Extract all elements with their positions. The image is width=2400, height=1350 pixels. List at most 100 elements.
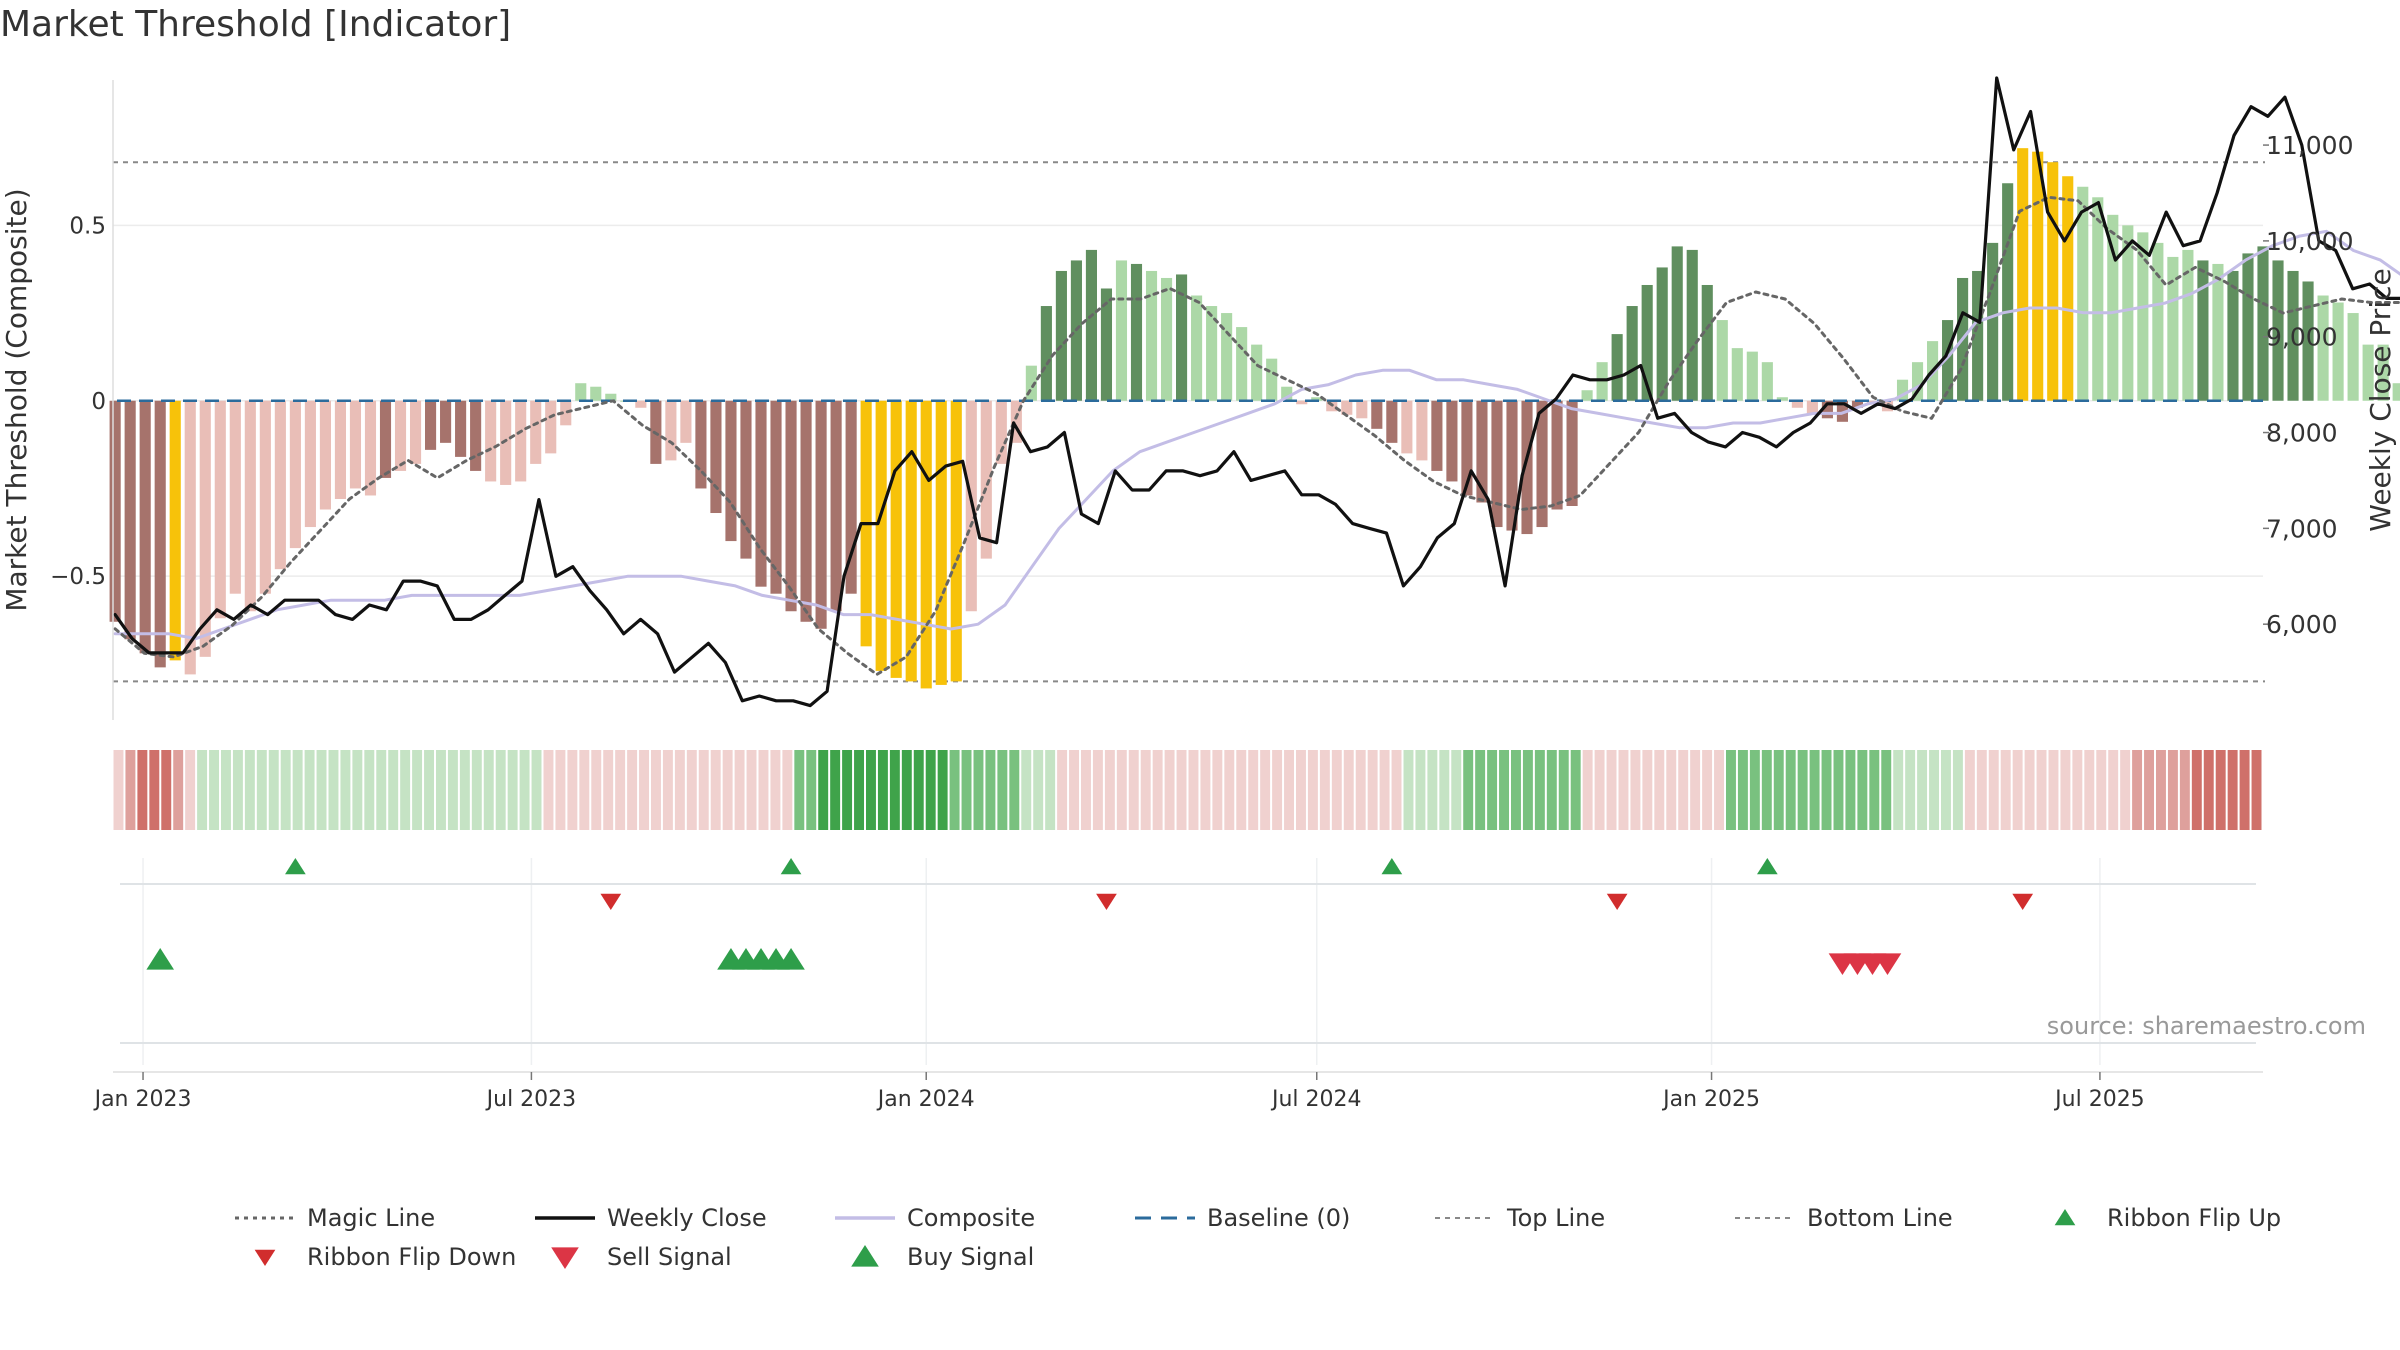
ribbon-cell: [1009, 750, 1020, 830]
composite-bar: [409, 400, 422, 464]
composite-bar: [2347, 313, 2359, 401]
ribbon-cell: [782, 750, 793, 830]
composite-bar: [289, 400, 301, 549]
ribbon-cell: [244, 750, 255, 830]
composite-bar: [379, 400, 392, 478]
ribbon-cell: [256, 750, 267, 830]
composite-bar: [1821, 400, 1833, 419]
ribbon-cell: [137, 750, 148, 830]
ribbon-cell: [280, 750, 291, 830]
composite-bar: [950, 400, 962, 682]
signal-layer: [113, 858, 2263, 1073]
composite-bar: [770, 400, 782, 594]
composite-bar: [2077, 186, 2089, 401]
composite-bar: [1731, 348, 1743, 401]
ribbon-layer: [113, 750, 2262, 830]
composite-bar: [1130, 263, 1143, 401]
composite-bar: [2062, 176, 2074, 401]
ribbon-cell: [615, 750, 626, 830]
ribbon-cell: [2072, 750, 2083, 830]
composite-line: [113, 229, 2400, 641]
ribbon-cell: [1546, 750, 1557, 830]
composite-bar: [1145, 270, 1158, 401]
y-right-tick-label: 7,000: [2266, 514, 2338, 543]
ribbon-cell: [2120, 750, 2131, 830]
ribbon-cell: [746, 750, 757, 830]
composite-bar: [500, 400, 512, 485]
ribbon-cell: [1534, 750, 1545, 830]
legend-label: Composite: [907, 1204, 1035, 1232]
ribbon-cell: [1057, 750, 1068, 830]
composite-bar: [1521, 400, 1533, 535]
ribbon-cell: [1785, 750, 1796, 830]
ribbon-cell: [185, 750, 196, 830]
ribbon-flip-down-marker: [2012, 893, 2034, 910]
ribbon-cell: [1331, 750, 1342, 830]
ribbon-cell: [2191, 750, 2202, 830]
composite-bar: [545, 400, 557, 454]
ribbon-cell: [376, 750, 387, 830]
ribbon-cell: [710, 750, 721, 830]
composite-bar: [785, 400, 797, 612]
ribbon-cell: [173, 750, 184, 830]
ribbon-cell: [388, 750, 399, 830]
composite-bar: [1626, 306, 1638, 401]
ribbon-cell: [1976, 750, 1987, 830]
ribbon-cell: [459, 750, 470, 830]
composite-bar: [349, 400, 362, 489]
composite-bar: [1987, 242, 1999, 401]
composite-bar: [530, 400, 542, 464]
buy-signal-marker: [777, 948, 805, 970]
ribbon-cell: [424, 750, 434, 830]
composite-bar: [485, 400, 497, 482]
ribbon-cell: [209, 750, 219, 830]
ribbon-cell: [1343, 750, 1354, 830]
ribbon-cell: [519, 750, 530, 830]
composite-bar: [575, 383, 587, 401]
ribbon-cell: [328, 750, 339, 830]
ribbon-cell: [1152, 750, 1163, 830]
composite-bar: [2392, 383, 2400, 401]
composite-bar: [2287, 270, 2299, 401]
ribbon-cell: [1200, 750, 1211, 830]
ribbon-cell: [961, 750, 972, 830]
legend-label: Ribbon Flip Down: [307, 1243, 516, 1271]
composite-bar: [2047, 162, 2059, 401]
ribbon-cell: [1702, 750, 1713, 830]
composite-bar: [259, 400, 271, 594]
y-left-tick-label: 0.5: [69, 213, 106, 239]
ribbon-flip-down-marker: [600, 893, 622, 910]
ribbon-cell: [985, 750, 996, 830]
composite-bar: [1476, 400, 1488, 503]
composite-bar: [1566, 400, 1578, 506]
x-tick-label: Jan 2024: [876, 1087, 975, 1112]
composite-bar: [1371, 400, 1383, 429]
composite-bar: [1431, 400, 1443, 471]
composite-bar: [1206, 306, 1218, 401]
ribbon-cell: [1475, 750, 1486, 830]
composite-bar: [1356, 400, 1368, 419]
ribbon-cell: [1451, 750, 1462, 830]
composite-bar: [124, 400, 136, 640]
buy-signal-marker: [146, 948, 175, 970]
composite-bar: [1942, 320, 1954, 401]
x-tick-label: Jul 2025: [2053, 1087, 2145, 1112]
composite-bar: [1641, 284, 1653, 401]
ribbon-cell: [1570, 750, 1581, 830]
ribbon-cell: [591, 750, 602, 830]
composite-bar: [2032, 151, 2044, 401]
composite-bar: [2167, 256, 2179, 401]
ribbon-cell: [913, 750, 924, 830]
ribbon-cell: [531, 750, 542, 830]
sell-signal-marker: [1873, 953, 1902, 975]
legend-swatch: [851, 1245, 879, 1267]
ribbon-cell: [1881, 750, 1892, 830]
ribbon-cell: [1427, 750, 1438, 830]
ribbon-cell: [1606, 750, 1617, 830]
composite-bar: [725, 400, 737, 542]
legend-label: Top Line: [1506, 1204, 1605, 1232]
composite-bar: [2152, 242, 2164, 401]
composite-bar: [1776, 397, 1788, 401]
ribbon-cell: [1439, 750, 1450, 830]
ribbon-cell: [949, 750, 960, 830]
